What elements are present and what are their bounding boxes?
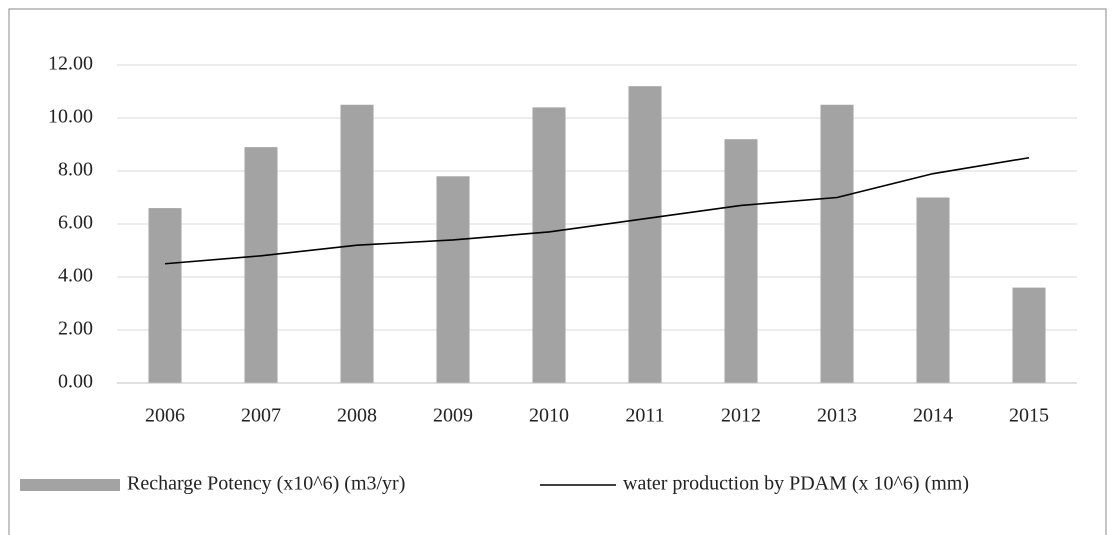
x-tick-label: 2013 (817, 405, 857, 427)
bar (532, 107, 566, 384)
bar (628, 86, 662, 383)
x-tick-label: 2011 (625, 405, 664, 427)
bar (820, 104, 854, 383)
x-tick-label: 2006 (145, 405, 185, 427)
y-tick-label: 8.00 (58, 159, 93, 181)
legend-swatch (20, 479, 120, 491)
x-tick-label: 2010 (529, 405, 569, 427)
bar (1012, 287, 1046, 383)
line (164, 156, 1030, 265)
y-tick-label: 2.00 (58, 318, 93, 340)
bar (244, 147, 278, 383)
legend-label: Recharge Potency (x10^6) (m3/yr) (127, 473, 405, 495)
y-tick-label: 6.00 (58, 212, 93, 234)
y-tick-label: 10.00 (48, 106, 93, 128)
legend-label: water production by PDAM (x 10^6) (mm) (623, 473, 969, 495)
x-tick-label: 2008 (337, 405, 377, 427)
bar (724, 139, 758, 383)
y-tick-label: 12.00 (48, 53, 93, 75)
x-tick-label: 2012 (721, 405, 761, 427)
bar (916, 197, 950, 383)
bar (148, 208, 182, 383)
y-tick-label: 4.00 (58, 265, 93, 287)
x-tick-label: 2009 (433, 405, 473, 427)
y-tick-label: 0.00 (58, 371, 93, 393)
x-tick-label: 2015 (1009, 405, 1049, 427)
x-tick-label: 2007 (241, 405, 281, 427)
x-tick-label: 2014 (913, 405, 953, 427)
bar (436, 176, 470, 383)
